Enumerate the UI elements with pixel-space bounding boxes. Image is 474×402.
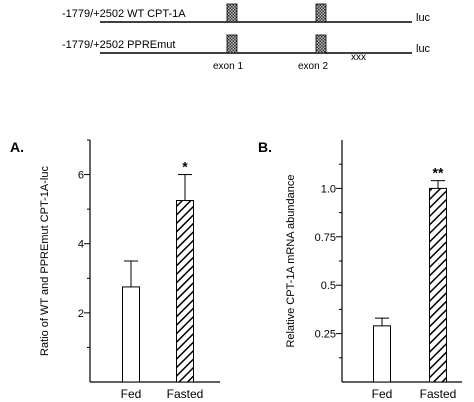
exon2-box-mut (315, 34, 327, 54)
bar-fed (122, 286, 140, 383)
construct-diagram: -1779/+2502 WT CPT-1A luc -1779/+2502 PP… (62, 3, 431, 72)
mutation-mark: xxx (351, 52, 366, 63)
exon1-label: exon 1 (213, 61, 243, 72)
bar-fed (373, 325, 391, 383)
y-tick-label: 0.5 (321, 280, 336, 292)
luc-label-mut: luc (416, 43, 431, 55)
bar-fasted (176, 200, 194, 383)
chart-panel-a: A. 2 4 6 Ratio of WT and PPREmut CPT-1A-luc F… (10, 139, 220, 401)
significance-marker: ** (433, 165, 444, 181)
exon1-box-wt (226, 3, 238, 23)
y-tick-label: 2 (78, 308, 84, 320)
x-category-label: Fasted (420, 387, 457, 401)
y-tick-label: 4 (78, 239, 84, 251)
exon2-box-wt (315, 3, 327, 23)
construct-mut-label: -1779/+2502 PPREmut (62, 39, 175, 51)
luc-label-wt: luc (416, 12, 431, 24)
y-tick-label: 1.0 (321, 183, 336, 195)
y-axis-label: Ratio of WT and PPREmut CPT-1A-luc (39, 166, 51, 356)
panel-label: A. (10, 139, 24, 155)
exon1-box-mut (226, 34, 238, 54)
panel-label: B. (258, 139, 272, 155)
x-category-label: Fasted (167, 387, 204, 401)
x-category-label: Fed (372, 387, 393, 401)
y-tick-label: 6 (78, 170, 84, 182)
significance-marker: * (182, 159, 188, 175)
y-tick-label: 0.25 (315, 329, 336, 341)
y-axis-label: Relative CPT-1A mRNA abundance (285, 174, 297, 347)
y-tick-label: 0.75 (315, 232, 336, 244)
exon2-label: exon 2 (298, 61, 328, 72)
x-category-label: Fed (121, 387, 142, 401)
chart-panel-b: B. 0.25 0.5 0.75 1.0 Relative CPT-1A mRNA abu… (258, 139, 462, 401)
bar-fasted (429, 187, 447, 383)
construct-wt-label: -1779/+2502 WT CPT-1A (62, 8, 186, 20)
